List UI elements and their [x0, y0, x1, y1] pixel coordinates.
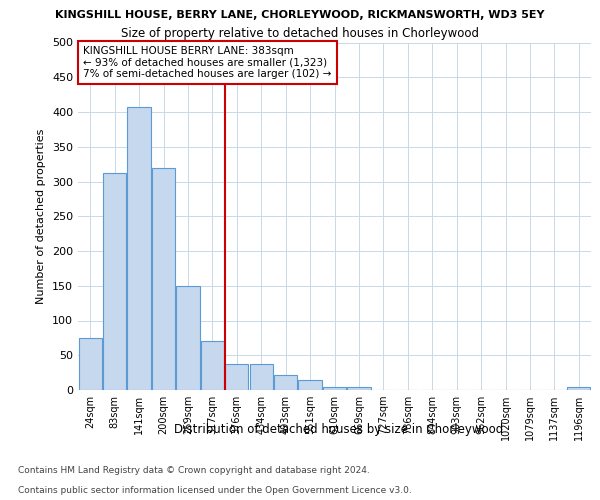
Text: Size of property relative to detached houses in Chorleywood: Size of property relative to detached ho…: [121, 28, 479, 40]
Bar: [103, 173, 126, 390]
Y-axis label: Number of detached properties: Number of detached properties: [37, 128, 46, 304]
Bar: [274, 374, 297, 390]
Text: KINGSHILL HOUSE, BERRY LANE, CHORLEYWOOD, RICKMANSWORTH, WD3 5EY: KINGSHILL HOUSE, BERRY LANE, CHORLEYWOOD…: [55, 10, 545, 20]
Bar: [323, 386, 346, 390]
Text: KINGSHILL HOUSE BERRY LANE: 383sqm
← 93% of detached houses are smaller (1,323)
: KINGSHILL HOUSE BERRY LANE: 383sqm ← 93%…: [83, 46, 332, 79]
Bar: [250, 364, 273, 390]
Bar: [298, 380, 322, 390]
Text: Contains HM Land Registry data © Crown copyright and database right 2024.: Contains HM Land Registry data © Crown c…: [18, 466, 370, 475]
Bar: [567, 386, 590, 390]
Bar: [225, 364, 248, 390]
Bar: [201, 342, 224, 390]
Bar: [152, 168, 175, 390]
Text: Distribution of detached houses by size in Chorleywood: Distribution of detached houses by size …: [175, 422, 503, 436]
Bar: [176, 286, 200, 390]
Bar: [127, 107, 151, 390]
Bar: [347, 386, 371, 390]
Text: Contains public sector information licensed under the Open Government Licence v3: Contains public sector information licen…: [18, 486, 412, 495]
Bar: [79, 338, 102, 390]
